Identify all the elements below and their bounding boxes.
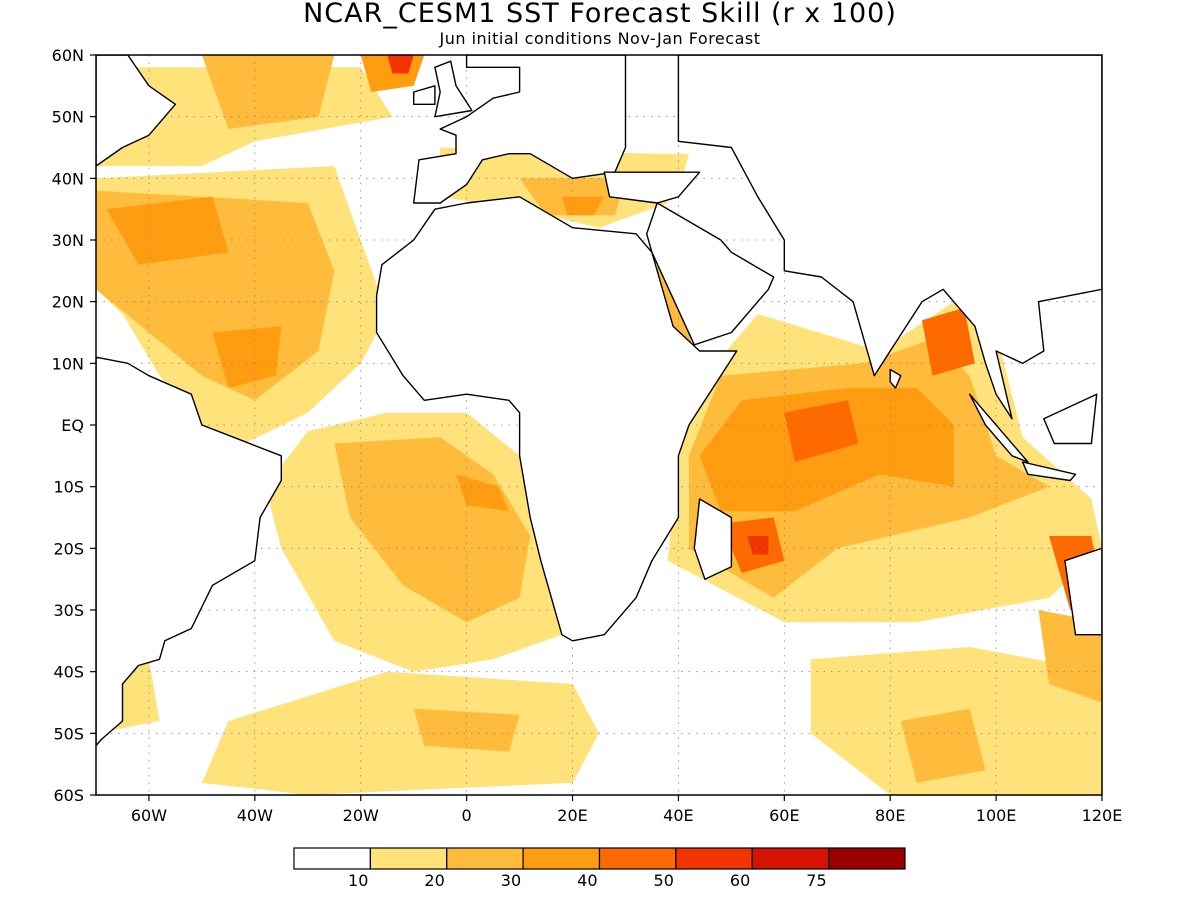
landmass-7 — [413, 85, 436, 106]
landmass-13 — [1064, 547, 1102, 636]
coastlines — [96, 55, 1102, 747]
lat-tick-label-12: 60S — [53, 786, 84, 805]
lon-tick-label-6: 60E — [769, 806, 799, 825]
colorbar-label-5: 60 — [730, 871, 750, 890]
lon-tick-label-0: 60W — [131, 806, 167, 825]
lon-tick-label-2: 20W — [343, 806, 379, 825]
lon-tick-label-5: 40E — [663, 806, 693, 825]
map-subtitle: Jun initial conditions Nov-Jan Forecast — [439, 29, 761, 48]
lat-tick-label-5: 10N — [52, 354, 84, 373]
colorbar-label-4: 50 — [654, 871, 674, 890]
skill-region-7 — [212, 326, 282, 388]
skill-region-3 — [387, 55, 414, 74]
lat-tick-label-3: 30N — [52, 231, 84, 250]
latitude-axis: 60N 50N 40N 30N 20N 10N EQ 10S 20S 30S 40S 50S 60S — [52, 46, 96, 805]
colorbar-swatch-0 — [293, 847, 371, 870]
lat-tick-label-11: 50S — [53, 724, 84, 743]
colorbar-swatch-1 — [369, 847, 448, 870]
colorbar-swatch-4 — [598, 847, 677, 870]
longitude-axis: 60W 40W 20W 0 20E 40E 60E 80E 100E 120E — [131, 795, 1122, 825]
lat-tick-label-7: 10S — [53, 478, 84, 497]
colorbar-swatch-7 — [828, 847, 906, 870]
colorbar-label-1: 20 — [424, 871, 444, 890]
landmass-1 — [693, 498, 733, 580]
colorbar-swatch-3 — [522, 847, 601, 870]
landmass-0 — [375, 196, 738, 642]
landmass-14 — [889, 368, 902, 389]
lat-tick-label-4: 20N — [52, 293, 84, 312]
skill-contour-layer — [96, 55, 1102, 795]
landmass-9 — [96, 356, 282, 747]
landmass-12 — [1043, 393, 1098, 445]
landmass-10 — [968, 393, 1029, 463]
skill-region-10 — [456, 474, 509, 512]
colorbar-label-2: 30 — [501, 871, 521, 890]
lon-tick-label-1: 40W — [237, 806, 273, 825]
landmass-3 — [677, 55, 1102, 420]
colorbar-swatch-5 — [675, 847, 753, 870]
lon-tick-label-8: 100E — [976, 806, 1017, 825]
lat-tick-label-2: 40N — [52, 169, 84, 188]
colorbar: 10 20 30 40 50 60 75 — [293, 847, 906, 890]
landmass-5 — [603, 171, 701, 204]
skill-region-23 — [922, 307, 975, 376]
colorbar-label-6: 75 — [806, 871, 826, 890]
landmass-11 — [1021, 461, 1077, 482]
landmass-6 — [434, 60, 473, 118]
lon-tick-label-3: 0 — [462, 806, 472, 825]
landmass-2 — [646, 202, 775, 346]
lat-tick-label-8: 20S — [53, 539, 84, 558]
colorbar-swatch-2 — [446, 847, 524, 870]
skill-region-22 — [784, 400, 859, 462]
skill-region-16 — [561, 196, 605, 216]
map-title: NCAR_CESM1 SST Forecast Skill (r x 100) — [303, 0, 897, 29]
skill-region-28 — [900, 708, 986, 783]
colorbar-swatch-6 — [751, 847, 830, 870]
lon-tick-label-9: 120E — [1082, 806, 1123, 825]
lat-tick-label-10: 40S — [53, 663, 84, 682]
landmass-4 — [413, 55, 627, 204]
skill-region-6 — [106, 196, 229, 265]
landmass-8 — [96, 55, 177, 167]
lat-tick-label-0: 60N — [52, 46, 84, 65]
colorbar-label-0: 10 — [348, 871, 368, 890]
skill-region-17 — [636, 153, 689, 173]
lat-tick-label-1: 50N — [52, 108, 84, 127]
lat-tick-label-6: EQ — [61, 416, 84, 435]
lon-tick-label-4: 20E — [557, 806, 587, 825]
skill-region-1 — [201, 55, 335, 129]
skill-region-25 — [747, 536, 769, 555]
colorbar-label-3: 40 — [577, 871, 597, 890]
lon-tick-label-7: 80E — [875, 806, 905, 825]
skill-region-11 — [201, 671, 599, 795]
lat-tick-label-9: 30S — [53, 601, 84, 620]
